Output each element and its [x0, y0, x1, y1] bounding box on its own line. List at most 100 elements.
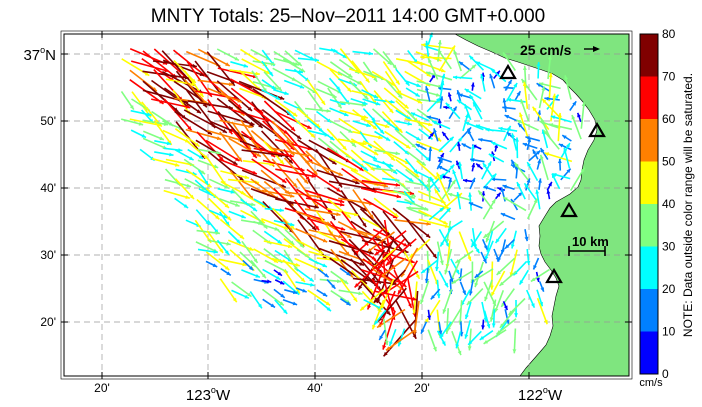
current-vector-head [436, 294, 441, 299]
current-vector-head [464, 104, 469, 109]
current-vector [385, 79, 403, 99]
current-vector [282, 259, 306, 283]
current-vector-head [358, 291, 363, 296]
current-vector-head [290, 193, 295, 198]
current-vector-head [258, 123, 263, 128]
current-vector [230, 128, 258, 159]
current-vector [490, 270, 506, 297]
current-vector-head [451, 279, 457, 284]
current-vector-head [433, 128, 437, 133]
current-vector-head [497, 187, 502, 191]
current-vector-head [481, 191, 486, 196]
current-vector-head [226, 271, 231, 276]
current-vector [425, 71, 453, 81]
current-vector-head [251, 202, 256, 207]
current-vector [229, 170, 255, 201]
current-vector-head [522, 81, 527, 87]
current-vector-head [571, 115, 576, 120]
current-vector-head [437, 40, 442, 45]
current-vector-head [256, 152, 261, 157]
current-vector-head [392, 281, 397, 286]
current-vector [229, 78, 267, 99]
current-vector [436, 172, 451, 202]
current-vector-head [271, 62, 276, 66]
current-vector [307, 90, 324, 112]
current-vector [263, 240, 293, 248]
current-vector-head [524, 236, 529, 242]
radar-station-icon [499, 63, 517, 80]
current-vector [151, 98, 191, 109]
current-vector-head [491, 323, 496, 328]
current-vector [264, 259, 289, 274]
current-vector-head [141, 133, 146, 138]
current-vector-head [425, 86, 429, 91]
current-vectors [120, 32, 586, 357]
current-vector-head [290, 126, 295, 131]
current-vector [326, 147, 365, 172]
current-vector-head [426, 72, 431, 77]
current-vector-head [314, 58, 319, 62]
current-vector-head [530, 277, 536, 282]
current-vector [382, 319, 416, 357]
current-vector-head [280, 293, 285, 298]
current-vector-head [234, 56, 239, 61]
current-vector [241, 109, 280, 138]
current-vector-head [311, 226, 317, 231]
current-vector-head [543, 130, 548, 135]
current-vector [206, 129, 243, 142]
current-vector [263, 71, 283, 92]
current-vector-head [439, 158, 443, 164]
current-vector-head [468, 340, 473, 345]
current-vector-head [458, 161, 463, 167]
current-vector [341, 211, 369, 246]
current-vector-head [531, 303, 535, 308]
current-vector-head [261, 203, 267, 208]
current-vector-head [448, 177, 452, 183]
current-vector-head [174, 162, 180, 167]
current-vector [231, 121, 252, 150]
current-vector-head [203, 154, 209, 159]
current-vector-head [230, 81, 235, 86]
current-vector-head [369, 250, 374, 255]
current-vector-head [394, 126, 399, 131]
current-vector-head [322, 292, 328, 297]
current-vector [482, 220, 505, 239]
current-vector-head [207, 183, 212, 188]
current-vector [377, 287, 407, 322]
current-vector [438, 45, 456, 72]
current-vector [427, 259, 439, 287]
current-vector [393, 269, 413, 309]
current-vector-head [415, 92, 420, 97]
current-vector [317, 231, 346, 246]
current-vector [394, 219, 431, 226]
current-vector-head [465, 314, 469, 319]
current-vector-head [293, 183, 298, 188]
current-vector [383, 318, 388, 346]
current-vector-head [321, 100, 326, 105]
current-vector-head [415, 274, 420, 279]
current-vector [305, 150, 331, 175]
current-vector-head [420, 329, 425, 334]
current-vector-head [186, 104, 191, 109]
current-vector-head [524, 183, 529, 188]
current-vector-head [453, 75, 458, 80]
current-vector-head [466, 300, 472, 305]
current-vector-head [292, 301, 298, 306]
current-vector-head [485, 127, 490, 132]
current-vector-head [222, 129, 227, 133]
current-vector-head [444, 224, 450, 228]
current-vector-head [550, 115, 556, 120]
current-vector-head [305, 176, 310, 181]
saturation-note: NOTE: Data outside color range will be s… [681, 73, 695, 337]
current-vector-head [453, 49, 458, 55]
current-vector-head [147, 112, 152, 117]
current-vector-head [514, 162, 519, 167]
current-vector-head [519, 280, 524, 285]
current-vector-head [503, 85, 508, 90]
current-vector-head [464, 334, 469, 339]
current-vector-head [440, 68, 446, 73]
current-vector-head [456, 90, 461, 95]
current-vector-head [191, 82, 196, 87]
current-vector [263, 100, 296, 132]
current-vector-head [471, 242, 476, 248]
